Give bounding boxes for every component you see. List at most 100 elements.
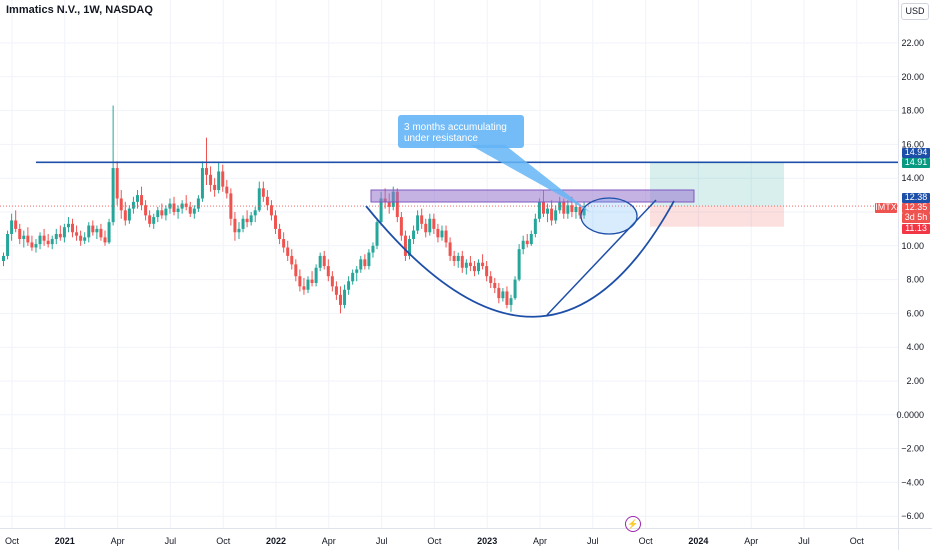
- candle: [261, 188, 265, 197]
- time-tick-label: Oct: [5, 536, 20, 546]
- currency-button[interactable]: USD: [901, 3, 929, 20]
- candle: [338, 294, 342, 305]
- candle: [99, 228, 103, 238]
- ticker-tag: IMTX: [875, 202, 897, 212]
- candle: [468, 262, 472, 267]
- candle: [184, 203, 188, 207]
- candle: [379, 198, 383, 223]
- price-tick-label: 8.00: [906, 275, 924, 285]
- price-tick-label: 20.00: [901, 72, 924, 82]
- candle: [135, 195, 139, 202]
- candle: [375, 222, 379, 246]
- candle: [140, 195, 144, 206]
- price-tag-1491-bg: [902, 158, 930, 168]
- candle: [62, 227, 66, 238]
- candle: [347, 281, 351, 290]
- time-axis: Oct 2021 Apr Jul Oct 2022 Apr Jul Oct 2023 Apr Jul O…: [5, 536, 864, 546]
- callout-box: [398, 115, 524, 148]
- annotation-line2: under resistance: [404, 133, 478, 144]
- candle: [213, 184, 217, 191]
- candle: [497, 288, 501, 299]
- candle: [460, 255, 464, 268]
- candle: [168, 203, 172, 209]
- time-tick-label: 2022: [266, 536, 286, 546]
- candle: [550, 208, 554, 221]
- candle: [456, 255, 460, 262]
- candle: [229, 193, 233, 219]
- cup-curve: [365, 200, 675, 318]
- resistance-zone: [370, 189, 695, 203]
- candle: [249, 215, 253, 223]
- candle: [517, 249, 521, 280]
- candle: [245, 218, 249, 223]
- time-tick-label: Jul: [376, 536, 388, 546]
- candle: [310, 279, 314, 283]
- time-tick-label: 2021: [55, 536, 75, 546]
- candle: [302, 286, 306, 290]
- candle: [525, 240, 529, 245]
- price-tag-1113: 11.13: [905, 223, 927, 233]
- candle: [554, 210, 558, 221]
- candle: [371, 245, 375, 253]
- candle: [286, 247, 290, 256]
- candle: [294, 264, 298, 277]
- candle: [326, 266, 330, 277]
- candle: [107, 222, 111, 243]
- candle: [290, 255, 294, 265]
- candle: [192, 208, 196, 214]
- candle: [416, 215, 420, 231]
- candle: [156, 210, 160, 218]
- callout-pointer: [470, 145, 590, 212]
- candle: [322, 255, 326, 267]
- candle: [225, 186, 229, 194]
- candle: [489, 276, 493, 283]
- candle: [148, 215, 152, 224]
- candle: [160, 210, 164, 216]
- candle: [330, 276, 334, 287]
- candle: [485, 266, 489, 277]
- candle: [578, 206, 582, 216]
- stop-zone: [650, 206, 784, 227]
- price-tick-label: 6.00: [906, 308, 924, 318]
- candle: [241, 218, 245, 229]
- price-tag-1235: 12.35: [905, 202, 928, 212]
- candlestick-series: [2, 105, 586, 314]
- price-tick-label: 4.00: [906, 342, 924, 352]
- candle: [217, 171, 221, 191]
- candle: [477, 262, 481, 272]
- candle: [464, 262, 468, 268]
- price-tick-label: −6.00: [901, 511, 924, 521]
- chart-title: Immatics N.V., 1W, NASDAQ: [6, 4, 153, 16]
- candle: [103, 237, 107, 243]
- price-tag-1494-bg: [902, 148, 930, 158]
- candle: [412, 230, 416, 240]
- time-tick-label: 2023: [477, 536, 497, 546]
- candle: [123, 210, 127, 221]
- candle: [221, 171, 225, 187]
- candle: [34, 244, 38, 248]
- candle: [521, 240, 525, 250]
- candle: [298, 276, 302, 287]
- price-tag-1235-bg: [902, 203, 930, 213]
- price-tag-1238-bg: [902, 193, 930, 203]
- candle: [237, 228, 241, 233]
- candle: [574, 206, 578, 212]
- price-tick-label: 14.00: [901, 173, 924, 183]
- accumulation-ellipse: [580, 197, 638, 235]
- bolt-icon[interactable]: ⚡: [625, 516, 641, 532]
- candle: [111, 168, 115, 223]
- time-tick-label: Apr: [111, 536, 125, 546]
- candle: [399, 217, 403, 236]
- candle: [95, 228, 99, 233]
- price-tag-1494: 14.94: [905, 147, 928, 157]
- price-tick-label: 22.00: [901, 38, 924, 48]
- candle: [306, 279, 310, 290]
- ticker-tag-bg: [875, 203, 897, 213]
- candle: [127, 208, 131, 221]
- price-tick-label: 2.00: [906, 376, 924, 386]
- support-trendline: [546, 199, 657, 316]
- candle: [343, 289, 347, 305]
